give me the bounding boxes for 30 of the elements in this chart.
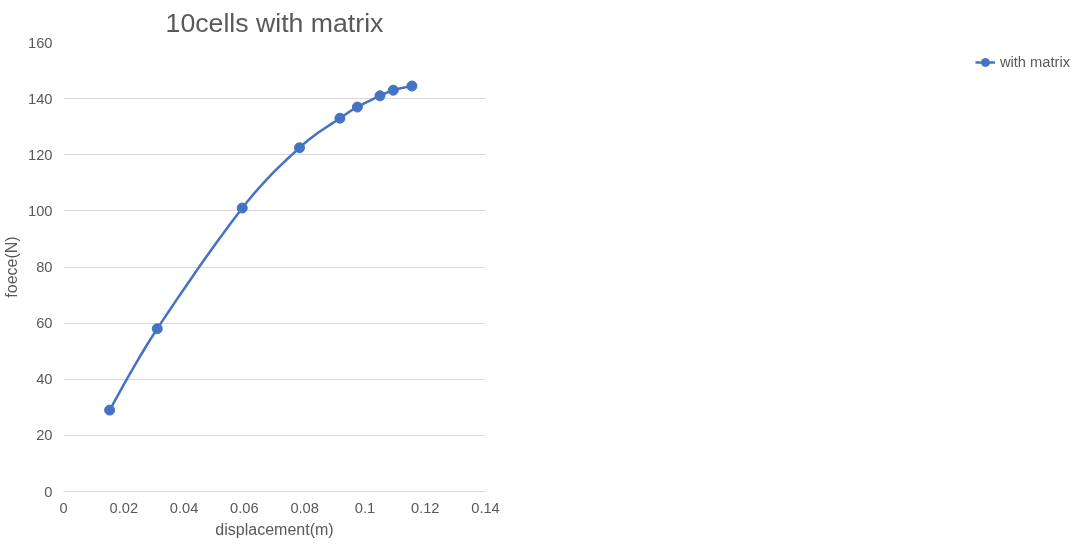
point: [334, 112, 346, 124]
point: [387, 84, 399, 96]
y-tick-label: 20: [36, 427, 53, 444]
x-tick-label: 0.02: [109, 499, 139, 516]
x-tick-label: 0.12: [410, 499, 440, 516]
point: [406, 80, 418, 92]
y-axis-title: foece(N): [3, 236, 21, 298]
x-tick-label: 0.14: [471, 499, 500, 516]
y-tick-label: 60: [36, 315, 53, 332]
x-axis-title: displacement(m): [215, 520, 334, 538]
y-tick-label: 80: [36, 259, 53, 275]
point: [374, 90, 386, 102]
legend-label: with matrix: [999, 54, 1070, 70]
x-tick-label: 0.1: [354, 499, 376, 516]
point: [104, 404, 116, 416]
point: [236, 202, 248, 214]
x-tick-label: 0: [59, 499, 68, 516]
point: [351, 101, 363, 113]
point: [151, 323, 163, 335]
chart-title: 10cells with matrix: [165, 7, 385, 38]
y-tick-label: 0: [44, 483, 53, 500]
y-tick-label: 160: [28, 34, 53, 51]
y-tick-label: 140: [28, 90, 53, 107]
x-tick-label: 0.04: [169, 499, 199, 516]
point: [294, 142, 306, 154]
x-tick-label: 0.06: [230, 499, 259, 516]
y-tick-label: 100: [28, 202, 53, 219]
y-tick-label: 40: [36, 371, 53, 388]
x-tick-label: 0.08: [290, 499, 319, 516]
y-tick-label: 120: [28, 146, 53, 163]
